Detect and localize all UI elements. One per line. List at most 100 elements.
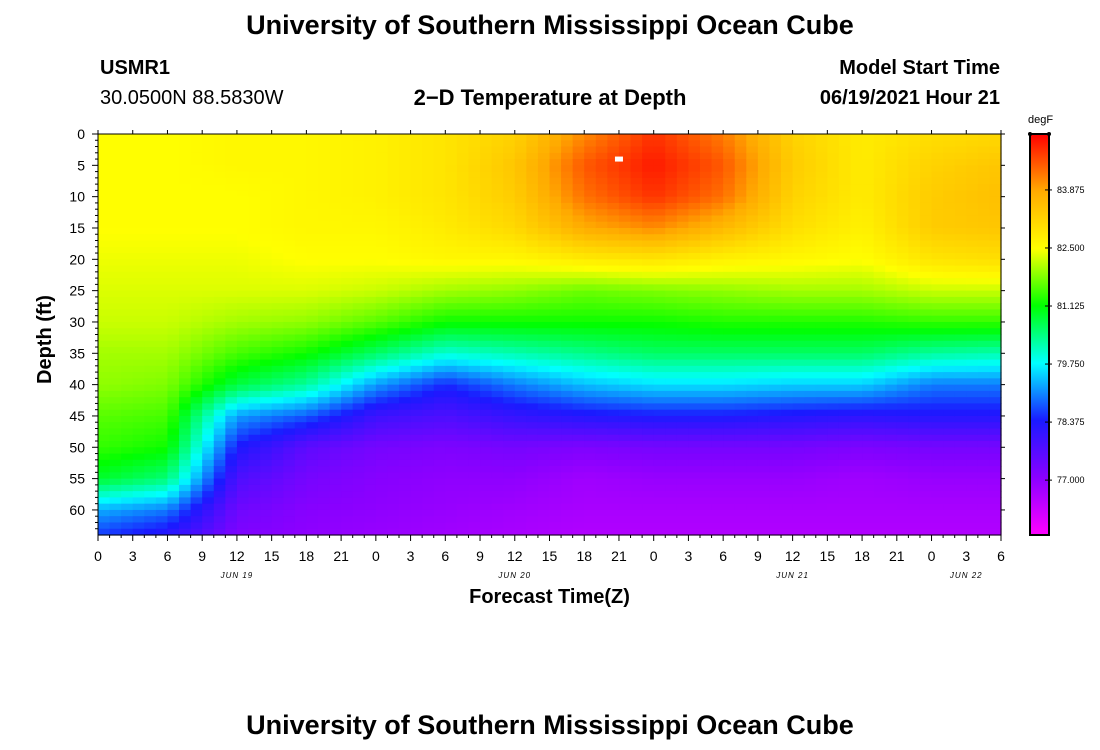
heatmap-cell: [306, 528, 319, 536]
heatmap-cell: [700, 171, 713, 179]
heatmap-cell: [260, 165, 273, 173]
heatmap-cell: [769, 159, 782, 166]
heatmap-cell: [236, 497, 250, 505]
heatmap-cell: [236, 171, 250, 179]
heatmap-cell: [769, 509, 782, 517]
heatmap-cell: [850, 478, 863, 486]
heatmap-cell: [399, 259, 412, 267]
heatmap-cell: [734, 397, 747, 405]
heatmap-cell: [908, 259, 921, 267]
heatmap-cell: [260, 253, 273, 260]
heatmap-cell: [896, 246, 909, 254]
heatmap-cell: [989, 140, 1002, 148]
heatmap-cell: [260, 384, 273, 392]
heatmap-cell: [688, 265, 701, 273]
heatmap-cell: [225, 227, 238, 235]
heatmap-cell: [433, 340, 446, 348]
heatmap-cell: [491, 271, 504, 279]
heatmap-cell: [132, 453, 145, 461]
heatmap-cell: [804, 378, 817, 386]
heatmap-cell: [769, 221, 782, 229]
heatmap-cell: [572, 397, 585, 405]
heatmap-cell: [757, 296, 771, 304]
heatmap-cell: [202, 516, 215, 524]
heatmap-cell: [248, 415, 261, 423]
heatmap-cell: [989, 184, 1002, 191]
heatmap-cell: [341, 491, 354, 499]
heatmap-cell: [526, 403, 539, 411]
heatmap-cell: [121, 328, 134, 336]
heatmap-cell: [225, 196, 238, 204]
heatmap-cell: [827, 165, 840, 173]
heatmap-cell: [862, 441, 875, 448]
heatmap-cell: [827, 259, 840, 267]
heatmap-cell: [607, 434, 620, 442]
heatmap-cell: [537, 415, 551, 423]
heatmap-cell: [399, 315, 412, 323]
heatmap-cell: [491, 378, 504, 386]
heatmap-cell: [873, 384, 886, 392]
heatmap-cell: [711, 491, 724, 499]
heatmap-cell: [630, 403, 643, 411]
heatmap-cell: [549, 309, 562, 317]
heatmap-cell: [433, 265, 446, 273]
heatmap-cell: [827, 441, 840, 448]
heatmap-cell: [931, 146, 944, 154]
heatmap-cell: [190, 309, 203, 317]
heatmap-cell: [700, 177, 713, 185]
heatmap-cell: [630, 353, 643, 361]
heatmap-cell: [931, 278, 944, 285]
heatmap-cell: [653, 146, 666, 154]
heatmap-cell: [943, 177, 956, 185]
heatmap-cell: [352, 196, 365, 204]
heatmap-cell: [862, 315, 875, 323]
heatmap-cell: [537, 259, 551, 267]
heatmap-cell: [815, 397, 828, 405]
heatmap-cell: [537, 271, 551, 279]
heatmap-cell: [306, 428, 319, 436]
heatmap-cell: [896, 184, 909, 191]
heatmap-cell: [410, 415, 423, 423]
heatmap-cell: [862, 165, 875, 173]
heatmap-cell: [815, 140, 828, 148]
heatmap-cell: [607, 303, 620, 311]
heatmap-cell: [700, 321, 713, 329]
heatmap-cell: [723, 378, 736, 386]
heatmap-cell: [989, 359, 1002, 367]
heatmap-cell: [433, 227, 446, 235]
heatmap-cell: [144, 466, 157, 473]
heatmap-cell: [225, 278, 238, 285]
heatmap-cell: [514, 290, 527, 298]
heatmap-cell: [966, 409, 979, 417]
heatmap-cell: [838, 321, 852, 329]
heatmap-cell: [491, 491, 504, 499]
heatmap-cell: [769, 372, 782, 379]
heatmap-cell: [225, 378, 238, 386]
heatmap-cell: [514, 372, 527, 379]
heatmap-cell: [549, 378, 562, 386]
heatmap-cell: [144, 328, 157, 336]
heatmap-cell: [98, 372, 111, 379]
heatmap-cell: [711, 390, 724, 398]
heatmap-cell: [966, 246, 979, 254]
heatmap-cell: [919, 472, 933, 480]
heatmap-cell: [850, 359, 863, 367]
heatmap-cell: [387, 522, 400, 530]
heatmap-cell: [456, 472, 470, 480]
heatmap-cell: [943, 315, 956, 323]
heatmap-cell: [896, 353, 909, 361]
heatmap-cell: [966, 509, 979, 517]
heatmap-cell: [202, 215, 215, 223]
heatmap-cell: [676, 227, 690, 235]
heatmap-cell: [236, 328, 250, 336]
heatmap-cell: [804, 422, 817, 430]
heatmap-cell: [908, 372, 921, 379]
heatmap-cell: [966, 422, 979, 430]
heatmap-cell: [723, 184, 736, 191]
heatmap-cell: [804, 353, 817, 361]
heatmap-cell: [781, 466, 794, 473]
heatmap-cell: [815, 265, 828, 273]
heatmap-cell: [804, 434, 817, 442]
heatmap-cell: [630, 165, 643, 173]
heatmap-cell: [711, 353, 724, 361]
